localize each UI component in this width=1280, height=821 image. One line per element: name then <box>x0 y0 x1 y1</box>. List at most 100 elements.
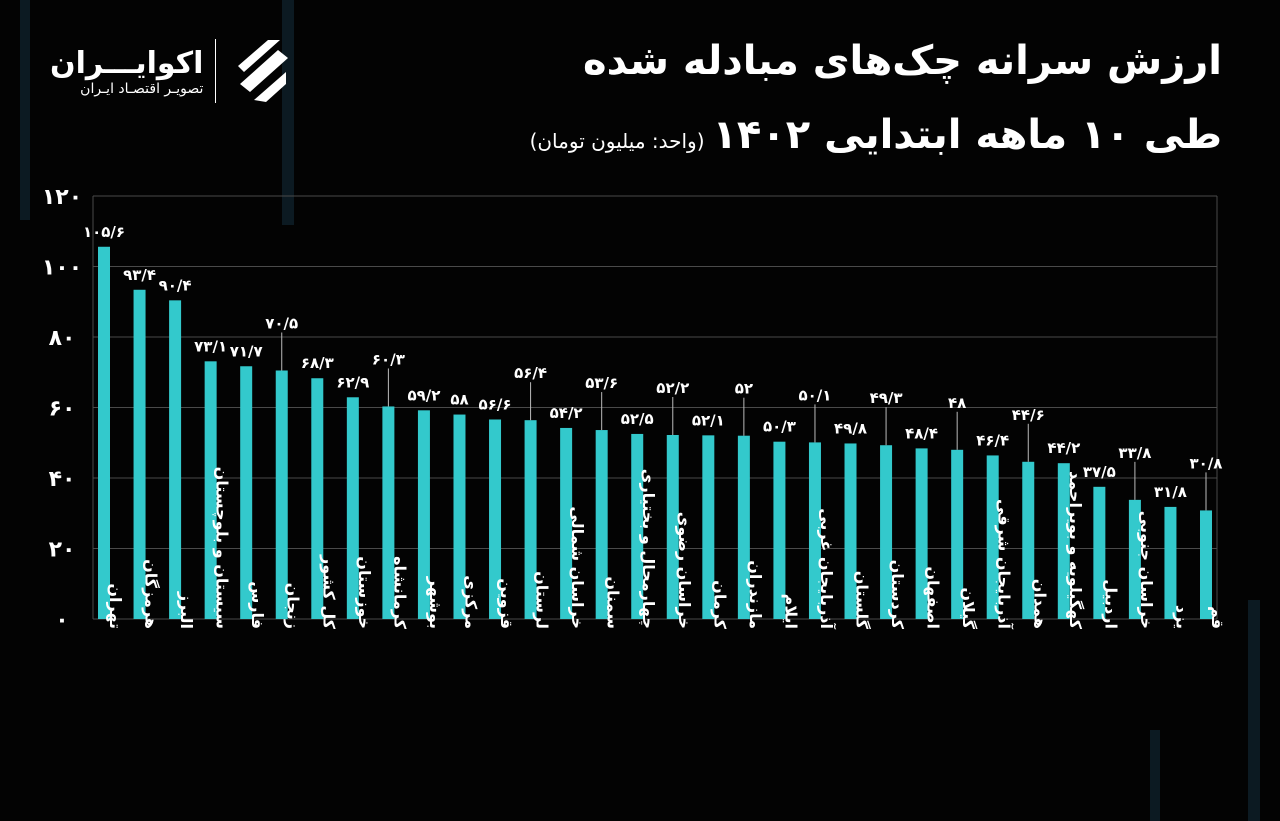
data-label: ۹۳/۴ <box>123 266 156 284</box>
bar-11 <box>489 419 502 619</box>
data-label: ۵۳/۶ <box>585 374 618 392</box>
category-label: گیلان <box>959 587 978 629</box>
category-label: خراسان رضوی <box>675 512 694 629</box>
category-label: کل کشور <box>319 554 338 630</box>
data-label: ۵۰/۳ <box>763 418 796 436</box>
bar-15 <box>631 433 644 619</box>
data-label: ۴۴/۶ <box>1012 406 1045 424</box>
data-label: ۶۸/۳ <box>301 354 334 372</box>
logo-name: اکوایـــران <box>50 45 204 81</box>
bar-5 <box>275 370 288 619</box>
bar-27 <box>1057 463 1070 619</box>
chart-title-line2-text: طی ۱۰ ماهه ابتدایی ۱۴۰۲ <box>712 112 1222 158</box>
background-decoration <box>20 0 30 220</box>
category-label: البرز <box>177 591 196 629</box>
data-label: ۵۰/۱ <box>798 386 831 404</box>
category-label: خراسان شمالی <box>568 506 587 629</box>
y-tick-label: ۴۰ <box>49 467 76 492</box>
bar-23 <box>915 448 928 619</box>
data-label: ۶۰/۳ <box>372 350 405 368</box>
background-decoration <box>1150 730 1160 821</box>
bar-18 <box>737 435 750 619</box>
data-label: ۵۴/۲ <box>550 404 583 422</box>
y-tick-label: ۰ <box>55 608 68 633</box>
data-label: ۳۳/۸ <box>1118 444 1151 462</box>
data-label: ۴۹/۳ <box>870 389 903 407</box>
y-tick-label: ۱۰۰ <box>42 256 82 281</box>
data-label: ۱۰۵/۶ <box>83 223 125 241</box>
category-label: سیستان و بلوچستان <box>212 467 232 629</box>
bar-19 <box>773 441 786 619</box>
data-label: ۳۱/۸ <box>1154 483 1187 501</box>
background-decoration <box>1248 600 1260 821</box>
bar-7 <box>346 397 359 619</box>
bar-4 <box>240 366 253 619</box>
data-label: ۳۰/۸ <box>1190 454 1223 472</box>
bar-8 <box>382 406 395 619</box>
category-label: سمنان <box>604 576 623 629</box>
logo-mark-icon <box>238 40 289 102</box>
category-label: لرستان <box>533 571 552 629</box>
data-label: ۵۸ <box>450 391 468 409</box>
category-label: یزد <box>1172 605 1191 629</box>
bar-16 <box>666 434 679 619</box>
y-tick-label: ۲۰ <box>49 538 76 563</box>
category-label: آذربایجان غربی <box>817 508 837 629</box>
data-label: ۹۰/۴ <box>159 276 192 294</box>
category-label: قم <box>1208 606 1227 629</box>
bar-10 <box>453 414 466 619</box>
bar-20 <box>808 442 821 619</box>
bar-17 <box>702 435 715 619</box>
bar-26 <box>1022 461 1035 619</box>
bar-31 <box>1200 510 1212 619</box>
bar-12 <box>524 420 537 619</box>
data-label: ۵۹/۲ <box>407 386 440 404</box>
chart-title-line2: طی ۱۰ ماهه ابتدایی ۱۴۰۲ (واحد: میلیون توم… <box>530 112 1222 158</box>
bar-2 <box>169 300 182 619</box>
category-label: کرمان <box>710 580 729 630</box>
category-label: هرمزگان <box>142 559 161 629</box>
category-label: اردبیل <box>1101 579 1120 629</box>
bar-3 <box>204 361 217 619</box>
category-label: چهارمحال و بختیاری <box>638 469 658 629</box>
bar-25 <box>986 455 999 619</box>
logo: اکوایـــران تصویـر اقتصـاد ایـران <box>50 36 294 106</box>
bar-24 <box>951 449 964 619</box>
bar-30 <box>1164 506 1177 619</box>
bar-14 <box>595 430 608 619</box>
category-label: قزوین <box>497 578 516 629</box>
category-label: کردستان <box>888 560 907 630</box>
category-label: گلستان <box>853 571 872 630</box>
category-label: اصفهان <box>924 566 943 629</box>
data-label: ۳۷/۵ <box>1083 463 1116 481</box>
chart-title-line1: ارزش سرانه چک‌های مبادله شده <box>582 38 1222 84</box>
category-label: ایلام <box>781 594 800 629</box>
logo-subtitle: تصویـر اقتصـاد ایـران <box>80 80 204 97</box>
category-label: آذربایجان شرقی <box>995 499 1015 630</box>
bar-13 <box>560 427 573 619</box>
data-label: ۵۲/۱ <box>692 411 725 429</box>
category-label: مازندران <box>746 560 765 629</box>
bar-0 <box>98 246 110 619</box>
category-label: تهران <box>106 583 125 629</box>
data-label: ۵۶/۴ <box>514 364 547 382</box>
category-label: فارس <box>248 581 267 629</box>
unit-label: (واحد: میلیون تومان) <box>529 129 705 153</box>
category-label: مرکزی <box>461 575 480 629</box>
data-label: ۴۶/۴ <box>976 431 1009 449</box>
y-tick-label: ۱۲۰ <box>42 185 82 210</box>
data-label: ۴۹/۸ <box>834 419 867 437</box>
category-label: زنجان <box>284 583 303 629</box>
data-label: ۴۸ <box>948 394 966 412</box>
data-label: ۵۶/۶ <box>479 395 512 413</box>
data-label: ۴۸/۴ <box>905 424 938 442</box>
data-label: ۵۲/۵ <box>621 410 654 428</box>
bar-28 <box>1093 486 1106 619</box>
data-label: ۷۰/۵ <box>265 314 298 332</box>
data-label: ۷۱/۷ <box>230 342 263 360</box>
category-label: همدان <box>1030 579 1049 629</box>
data-label: ۶۲/۹ <box>336 373 369 391</box>
category-label: خوزستان <box>355 556 374 629</box>
bar-6 <box>311 378 324 619</box>
